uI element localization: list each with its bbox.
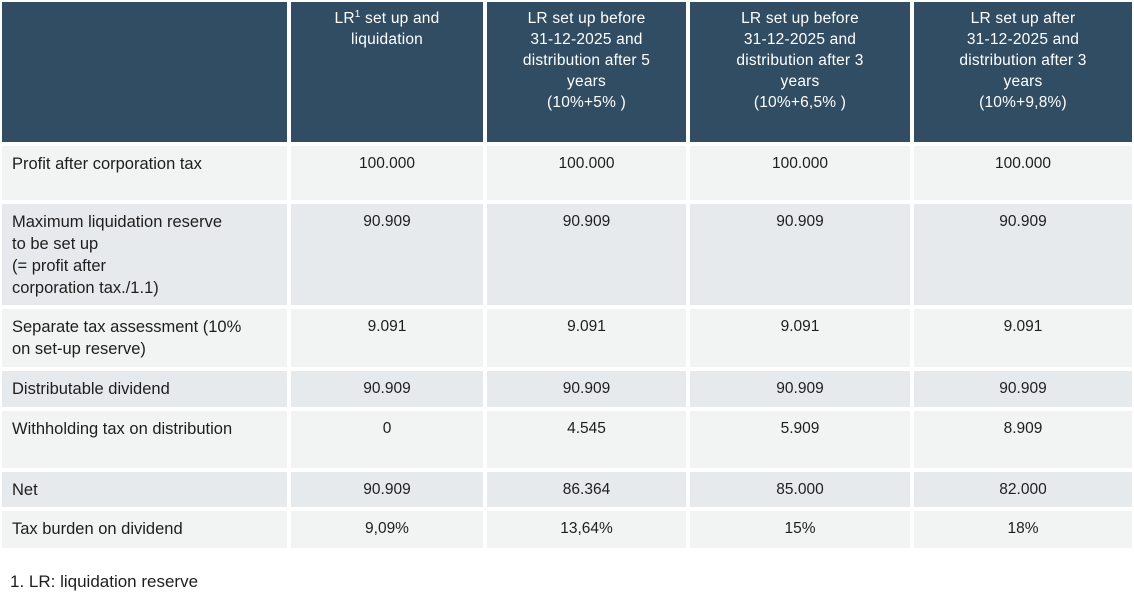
table-cell: 13,64% — [487, 511, 686, 548]
table-cell: 90.909 — [690, 204, 910, 305]
table-cell: 9.091 — [291, 309, 483, 367]
table-cell: 90.909 — [487, 371, 686, 407]
column-header-before-2025-after-3y: LR set up before 31-12-2025 and distribu… — [690, 2, 910, 142]
table-cell: 5.909 — [690, 411, 910, 468]
column-header-after-2025-after-3y: LR set up after 31-12-2025 and distribut… — [914, 2, 1132, 142]
row-label-profit-after-tax: Profit after corporation tax — [2, 146, 287, 200]
table-cell: 100.000 — [487, 146, 686, 200]
row-label-max-liquidation-reserve: Maximum liquidation reserve to be set up… — [2, 204, 287, 305]
row-label-distributable-dividend: Distributable dividend — [2, 371, 287, 407]
table-cell: 85.000 — [690, 472, 910, 507]
table-cell: 4.545 — [487, 411, 686, 468]
table-cell: 9.091 — [487, 309, 686, 367]
table-cell: 9.091 — [690, 309, 910, 367]
column-header-empty — [2, 2, 287, 142]
row-label-tax-burden: Tax burden on dividend — [2, 511, 287, 548]
liquidation-reserve-table: LR1 set up and liquidation LR set up bef… — [2, 2, 1132, 548]
table-cell: 100.000 — [914, 146, 1132, 200]
table-cell: 90.909 — [291, 204, 483, 305]
column-header-before-2025-after-5y: LR set up before 31-12-2025 and distribu… — [487, 2, 686, 142]
row-label-net: Net — [2, 472, 287, 507]
table-cell: 15% — [690, 511, 910, 548]
table-cell: 86.364 — [487, 472, 686, 507]
column-header-lr-setup-liquidation: LR1 set up and liquidation — [291, 2, 483, 142]
table-cell: 90.909 — [914, 371, 1132, 407]
footnote-marker: 1 — [354, 8, 361, 20]
table-cell: 90.909 — [487, 204, 686, 305]
row-label-separate-tax-assessment: Separate tax assessment (10% on set-up r… — [2, 309, 287, 367]
table-cell: 0 — [291, 411, 483, 468]
page: LR1 set up and liquidation LR set up bef… — [2, 2, 1132, 591]
table-cell: 100.000 — [690, 146, 910, 200]
table-cell: 90.909 — [291, 472, 483, 507]
table-cell: 100.000 — [291, 146, 483, 200]
footnote-lr-definition: 1. LR: liquidation reserve — [10, 572, 199, 591]
table-cell: 90.909 — [914, 204, 1132, 305]
table-cell: 8.909 — [914, 411, 1132, 468]
table-cell: 90.909 — [690, 371, 910, 407]
table-cell: 82.000 — [914, 472, 1132, 507]
table-cell: 90.909 — [291, 371, 483, 407]
table-cell: 9.091 — [914, 309, 1132, 367]
table-cell: 18% — [914, 511, 1132, 548]
table-cell: 9,09% — [291, 511, 483, 548]
row-label-withholding-tax: Withholding tax on distribution — [2, 411, 287, 468]
